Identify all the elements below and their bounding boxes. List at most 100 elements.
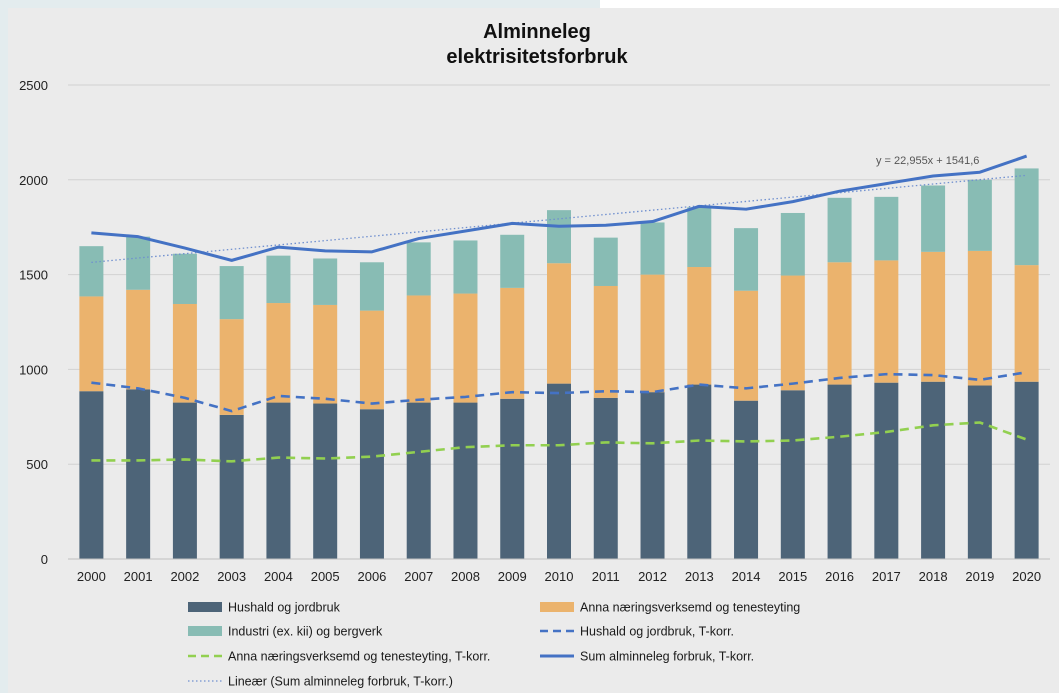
legend-swatch-1 xyxy=(188,602,222,612)
x-tick-label-2015: 2015 xyxy=(778,569,807,584)
legend-label-1: Hushald og jordbruk xyxy=(228,601,341,615)
y-tick-label-2500: 2500 xyxy=(19,78,48,93)
bar-2014-series-1 xyxy=(734,400,759,559)
legend-swatch-3 xyxy=(188,626,222,636)
bar-2011-series-2 xyxy=(593,285,618,398)
series-lines xyxy=(91,154,1028,463)
bar-2006-series-3 xyxy=(359,262,384,311)
legend-label-2: Anna næringsverksemd og tenesteyting xyxy=(580,601,800,615)
chart: 0 500 1000 1500 2000 2500 2000 2001 2002 2003 200… xyxy=(19,21,1050,689)
bar-2017-series-1 xyxy=(874,382,899,559)
bar-2007-series-3 xyxy=(406,242,431,296)
bar-2005-series-3 xyxy=(313,258,338,305)
bar-2017-series-3 xyxy=(874,196,899,261)
bar-2019-series-1 xyxy=(967,385,992,559)
bar-2000-series-3 xyxy=(79,246,104,297)
bar-2016-series-1 xyxy=(827,384,852,559)
bar-2013-series-3 xyxy=(687,207,712,268)
y-tick-label-2000: 2000 xyxy=(19,173,48,188)
chart-title-line-1: Alminneleg xyxy=(483,21,591,43)
x-tick-label-2001: 2001 xyxy=(124,569,153,584)
x-tick-label-2012: 2012 xyxy=(638,569,667,584)
bar-2000-series-2 xyxy=(79,296,104,392)
bar-2006-series-1 xyxy=(359,409,384,559)
bar-2016-series-3 xyxy=(827,197,852,263)
bar-2008-series-2 xyxy=(453,293,478,403)
bar-2011-series-3 xyxy=(593,237,618,286)
bar-2015-series-1 xyxy=(780,390,805,559)
bar-2009-series-2 xyxy=(500,287,525,399)
axes: 2000 2001 2002 2003 2004 2005 2006 2007 2008 2009… xyxy=(68,558,1050,584)
bar-2019-series-3 xyxy=(967,179,992,251)
bar-2012-series-2 xyxy=(640,274,665,393)
bar-2002-series-2 xyxy=(172,303,197,403)
bar-2003-series-2 xyxy=(219,319,244,415)
bar-2008-series-3 xyxy=(453,240,478,294)
line-series-3 xyxy=(91,154,1028,262)
y-tick-label-500: 500 xyxy=(26,457,48,472)
bar-2014-series-3 xyxy=(734,228,759,291)
bar-2002-series-3 xyxy=(172,253,197,304)
x-tick-label-2003: 2003 xyxy=(217,569,246,584)
legend: Hushald og jordbruk Anna næringsverksemd … xyxy=(188,601,800,689)
line-series-2 xyxy=(91,421,1028,463)
trendline-equation: y = 22,955x + 1541,6 xyxy=(876,155,979,167)
bar-2004-series-1 xyxy=(266,402,291,559)
x-tick-label-2016: 2016 xyxy=(825,569,854,584)
x-tick-label-2020: 2020 xyxy=(1012,569,1041,584)
trendline xyxy=(91,174,1027,264)
legend-label-6: Sum alminneleg forbruk, T-korr. xyxy=(580,650,754,664)
bar-2007-series-1 xyxy=(406,402,431,559)
line-series-1 xyxy=(91,370,1027,413)
bar-2001-series-3 xyxy=(126,236,151,290)
bar-2019-series-2 xyxy=(967,250,992,386)
bar-2004-series-3 xyxy=(266,255,291,304)
bar-2013-series-2 xyxy=(687,267,712,385)
background-strip xyxy=(0,0,1059,10)
bar-2011-series-1 xyxy=(593,397,618,559)
y-tick-label-0: 0 xyxy=(41,552,48,567)
bar-2010-series-1 xyxy=(547,383,571,559)
bar-2007-series-2 xyxy=(406,295,431,403)
x-tick-label-2006: 2006 xyxy=(357,569,386,584)
legend-label-4: Hushald og jordbruk, T-korr. xyxy=(580,625,734,639)
bar-2020-series-2 xyxy=(1014,265,1039,382)
bar-2018-series-1 xyxy=(921,381,946,559)
bar-2018-series-2 xyxy=(921,251,946,382)
legend-swatch-2 xyxy=(540,602,574,612)
x-tick-label-2014: 2014 xyxy=(732,569,761,584)
x-tick-label-2019: 2019 xyxy=(965,569,994,584)
bar-2013-series-1 xyxy=(687,384,712,559)
legend-label-5: Anna næringsverksemd og tenesteyting, T-… xyxy=(228,650,490,664)
bar-2000-series-1 xyxy=(79,391,104,559)
x-tick-label-2013: 2013 xyxy=(685,569,714,584)
bars xyxy=(79,168,1039,559)
x-tick-label-2009: 2009 xyxy=(498,569,527,584)
bar-2010-series-2 xyxy=(547,263,571,384)
x-tick-label-2018: 2018 xyxy=(919,569,948,584)
bar-2006-series-2 xyxy=(359,310,384,410)
x-tick-label-2000: 2000 xyxy=(77,569,106,584)
chart-title-line-2: elektrisitetsforbruk xyxy=(446,46,628,68)
bar-2012-series-1 xyxy=(640,392,665,559)
y-tick-label-1500: 1500 xyxy=(19,268,48,283)
x-tick-label-2011: 2011 xyxy=(592,569,620,584)
chart-panel: 0 500 1000 1500 2000 2500 2000 2001 2002 2003 200… xyxy=(8,8,1059,693)
bar-2012-series-3 xyxy=(640,222,665,275)
bar-2020-series-3 xyxy=(1014,168,1039,266)
bar-2009-series-1 xyxy=(500,398,525,559)
bar-2002-series-1 xyxy=(172,402,197,559)
bar-2016-series-2 xyxy=(827,262,852,385)
y-tick-label-1000: 1000 xyxy=(19,362,48,377)
bar-2009-series-3 xyxy=(500,234,525,288)
x-tick-label-2010: 2010 xyxy=(545,569,574,584)
bar-2014-series-2 xyxy=(734,290,759,401)
bar-2015-series-2 xyxy=(780,275,805,391)
x-tick-label-2017: 2017 xyxy=(872,569,901,584)
bar-2017-series-2 xyxy=(874,260,899,383)
bar-2008-series-1 xyxy=(453,402,478,559)
x-tick-label-2002: 2002 xyxy=(170,569,199,584)
x-tick-label-2005: 2005 xyxy=(311,569,340,584)
x-tick-label-2004: 2004 xyxy=(264,569,293,584)
bar-2010-series-3 xyxy=(547,210,571,264)
